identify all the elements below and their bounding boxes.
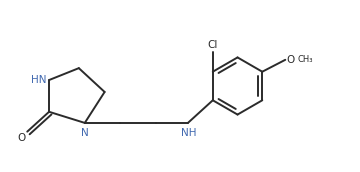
Text: O: O — [287, 55, 295, 65]
Text: N: N — [81, 128, 89, 138]
Text: HN: HN — [31, 75, 47, 85]
Text: Cl: Cl — [208, 40, 218, 50]
Text: O: O — [17, 133, 26, 143]
Text: NH: NH — [181, 128, 196, 138]
Text: CH₃: CH₃ — [298, 55, 314, 64]
